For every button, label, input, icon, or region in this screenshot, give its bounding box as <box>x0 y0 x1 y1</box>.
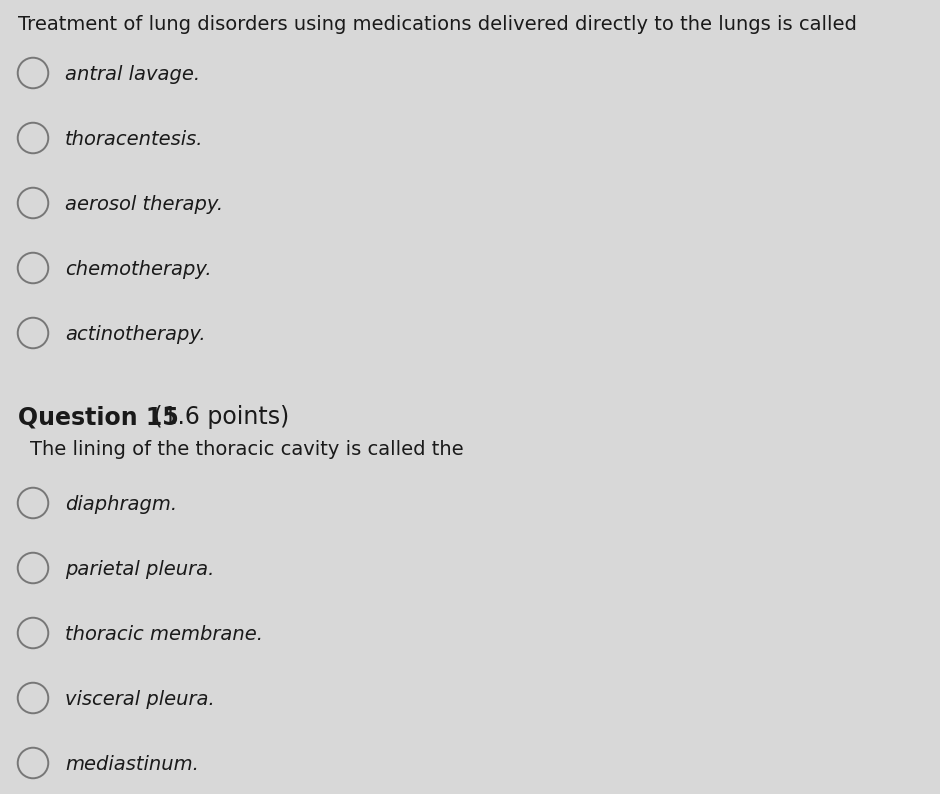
Circle shape <box>18 187 48 218</box>
Text: thoracentesis.: thoracentesis. <box>65 130 203 149</box>
Circle shape <box>18 58 48 88</box>
Text: Treatment of lung disorders using medications delivered directly to the lungs is: Treatment of lung disorders using medica… <box>18 15 857 34</box>
Text: parietal pleura.: parietal pleura. <box>65 560 214 579</box>
Text: visceral pleura.: visceral pleura. <box>65 690 214 709</box>
Text: aerosol therapy.: aerosol therapy. <box>65 195 223 214</box>
Text: thoracic membrane.: thoracic membrane. <box>65 625 263 644</box>
Text: actinotherapy.: actinotherapy. <box>65 325 206 344</box>
Circle shape <box>18 252 48 283</box>
Circle shape <box>18 553 48 584</box>
Circle shape <box>18 318 48 349</box>
Text: antral lavage.: antral lavage. <box>65 65 200 84</box>
Text: Question 15: Question 15 <box>18 405 179 429</box>
Text: The lining of the thoracic cavity is called the: The lining of the thoracic cavity is cal… <box>30 440 463 459</box>
Text: mediastinum.: mediastinum. <box>65 755 199 774</box>
Text: chemotherapy.: chemotherapy. <box>65 260 212 279</box>
Circle shape <box>18 618 48 648</box>
Circle shape <box>18 748 48 778</box>
Circle shape <box>18 683 48 713</box>
Circle shape <box>18 488 48 518</box>
Circle shape <box>18 123 48 153</box>
Text: (1.6 points): (1.6 points) <box>146 405 290 429</box>
Text: diaphragm.: diaphragm. <box>65 495 177 514</box>
